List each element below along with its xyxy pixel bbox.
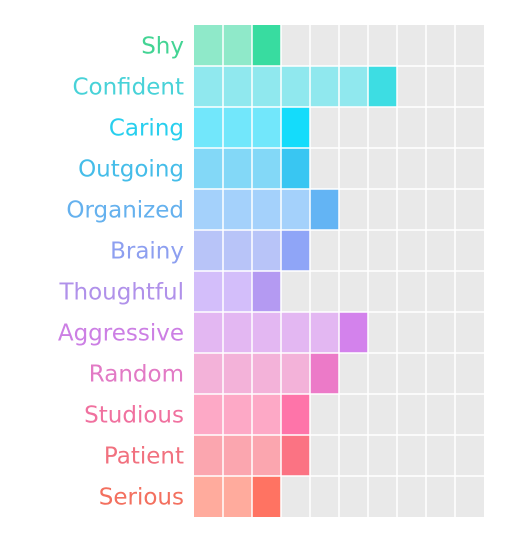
category-label-caring: Caring	[109, 116, 184, 142]
bar-segment-thoughtful	[252, 271, 281, 312]
bar-segment-studious	[252, 394, 281, 435]
bar-segment-patient	[223, 435, 252, 476]
bar-segment-organized	[310, 189, 339, 230]
bar-segment-patient	[252, 435, 281, 476]
bar-segment-aggressive	[339, 312, 368, 353]
bar-segment-random	[223, 353, 252, 394]
bar-segment-brainy	[252, 230, 281, 271]
category-label-random: Random	[89, 362, 184, 388]
bar-segment-shy	[252, 25, 281, 66]
bar-segment-caring	[281, 107, 310, 148]
bar-segment-caring	[252, 107, 281, 148]
bar-segment-aggressive	[252, 312, 281, 353]
category-label-organized: Organized	[66, 198, 184, 224]
bar-segment-thoughtful	[223, 271, 252, 312]
bar-segment-random	[310, 353, 339, 394]
category-label-serious: Serious	[99, 485, 184, 511]
category-label-aggressive: Aggressive	[58, 321, 184, 347]
bar-segment-outgoing	[223, 148, 252, 189]
bar-segment-random	[194, 353, 223, 394]
category-label-shy: Shy	[141, 34, 184, 60]
bar-segment-brainy	[281, 230, 310, 271]
bar-segment-aggressive	[223, 312, 252, 353]
bar-segment-outgoing	[194, 148, 223, 189]
bar-segment-outgoing	[281, 148, 310, 189]
bar-segment-organized	[252, 189, 281, 230]
bar-segment-studious	[281, 394, 310, 435]
bar-segment-aggressive	[310, 312, 339, 353]
bar-segment-confident	[368, 66, 397, 107]
bar-segment-organized	[194, 189, 223, 230]
bar-segment-patient	[281, 435, 310, 476]
bar-segment-organized	[223, 189, 252, 230]
bar-segment-organized	[281, 189, 310, 230]
category-label-studious: Studious	[84, 403, 184, 429]
bar-segment-confident	[310, 66, 339, 107]
bar-segment-aggressive	[194, 312, 223, 353]
bar-segment-aggressive	[281, 312, 310, 353]
bar-segment-brainy	[223, 230, 252, 271]
bar-segment-caring	[223, 107, 252, 148]
bar-segment-serious	[252, 476, 281, 517]
bar-segment-confident	[194, 66, 223, 107]
bar-segment-thoughtful	[194, 271, 223, 312]
bar-segment-outgoing	[252, 148, 281, 189]
bar-segment-random	[252, 353, 281, 394]
bar-segment-random	[281, 353, 310, 394]
bar-segment-confident	[252, 66, 281, 107]
bar-segment-brainy	[194, 230, 223, 271]
category-label-thoughtful: Thoughtful	[58, 280, 184, 306]
category-label-confident: Confident	[72, 75, 184, 101]
bar-segment-serious	[194, 476, 223, 517]
bar-segment-shy	[194, 25, 223, 66]
bar-segment-confident	[223, 66, 252, 107]
bar-segment-studious	[194, 394, 223, 435]
category-label-outgoing: Outgoing	[78, 157, 184, 183]
bar-segment-patient	[194, 435, 223, 476]
bar-segment-shy	[223, 25, 252, 66]
category-label-brainy: Brainy	[110, 239, 184, 265]
bar-segment-caring	[194, 107, 223, 148]
bar-segment-studious	[223, 394, 252, 435]
category-label-patient: Patient	[104, 444, 184, 470]
bar-segment-confident	[339, 66, 368, 107]
bar-segment-serious	[223, 476, 252, 517]
bar-segment-confident	[281, 66, 310, 107]
